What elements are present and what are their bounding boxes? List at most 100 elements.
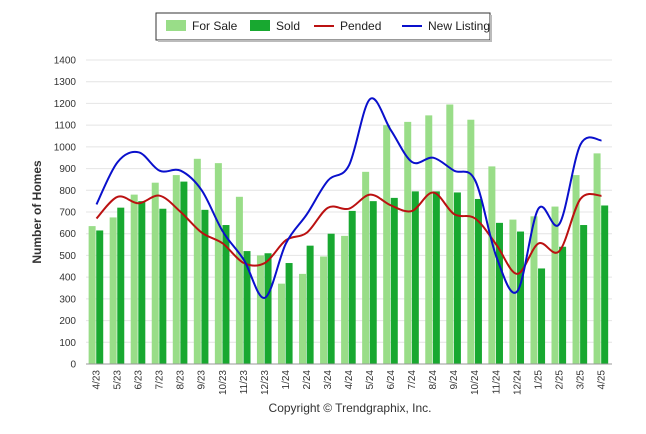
x-tick-label: 1/25 xyxy=(533,370,544,390)
legend-label-for-sale: For Sale xyxy=(192,19,238,33)
bar-for-sale xyxy=(404,121,412,364)
line-pended xyxy=(95,191,602,275)
bar-for-sale xyxy=(341,235,349,364)
line-new-listing xyxy=(95,97,602,299)
legend-label-sold: Sold xyxy=(276,19,300,33)
bar-for-sale xyxy=(383,125,391,365)
x-tick-label: 6/24 xyxy=(386,370,397,390)
bar-sold xyxy=(517,231,525,364)
x-tick-label: 2/25 xyxy=(554,370,565,390)
bar-sold xyxy=(306,245,314,364)
bar-sold xyxy=(222,225,230,364)
bar-for-sale xyxy=(446,104,454,364)
y-tick-label: 800 xyxy=(59,186,76,197)
bar-sold xyxy=(96,230,104,364)
bar-sold xyxy=(432,191,440,364)
bar-for-sale xyxy=(551,206,559,364)
x-tick-label: 4/24 xyxy=(344,370,355,390)
y-tick-label: 900 xyxy=(59,164,76,175)
bar-for-sale xyxy=(172,175,180,364)
bar-sold xyxy=(117,207,125,364)
bar-sold xyxy=(474,198,482,364)
x-tick-label: 3/25 xyxy=(575,370,586,390)
y-tick-label: 0 xyxy=(70,360,76,371)
x-tick-label: 8/24 xyxy=(428,370,439,390)
x-tick-label: 9/24 xyxy=(449,370,460,390)
x-tick-label: 4/25 xyxy=(597,370,608,390)
y-tick-label: 700 xyxy=(59,208,76,219)
bar-for-sale xyxy=(235,196,243,364)
legend: For Sale Sold Pended New Listing xyxy=(155,12,492,42)
x-axis-ticks: 4/23 5/23 6/23 7/23 8/23 9/23 10/23 11/23 12/23 1… xyxy=(92,370,608,395)
bar-sold xyxy=(201,209,209,364)
y-tick-label: 1000 xyxy=(54,142,77,153)
bar-sold xyxy=(327,233,335,364)
bar-for-sale xyxy=(151,182,159,364)
bar-for-sale xyxy=(467,119,475,364)
bar-for-sale xyxy=(193,158,201,364)
y-tick-label: 1300 xyxy=(54,77,77,88)
y-tick-label: 1200 xyxy=(54,99,77,110)
x-tick-label: 11/24 xyxy=(491,370,502,395)
bar-sold xyxy=(138,201,146,364)
y-tick-label: 400 xyxy=(59,273,76,284)
bar-for-sale xyxy=(488,166,496,364)
legend-label-new-listing: New Listing xyxy=(428,19,490,33)
bar-for-sale xyxy=(425,115,433,364)
legend-swatch-for-sale xyxy=(166,20,186,31)
x-tick-label: 6/23 xyxy=(134,370,145,390)
bar-sold xyxy=(495,222,503,364)
bar-for-sale xyxy=(277,283,285,364)
bar-for-sale xyxy=(362,171,370,364)
x-tick-label: 7/24 xyxy=(407,370,418,390)
bar-for-sale xyxy=(320,256,328,364)
bar-for-sale xyxy=(109,217,117,364)
x-tick-label: 8/23 xyxy=(176,370,187,390)
bar-for-sale xyxy=(593,153,601,364)
legend-label-pended: Pended xyxy=(340,19,381,33)
bar-sold xyxy=(348,210,356,364)
bar-sold xyxy=(285,263,293,364)
bar-sold xyxy=(453,192,461,364)
x-tick-label: 4/23 xyxy=(92,370,103,390)
copyright-text: Copyright © Trendgraphix, Inc. xyxy=(269,401,432,415)
y-tick-label: 200 xyxy=(59,316,76,327)
x-tick-label: 12/24 xyxy=(512,370,523,395)
bar-sold xyxy=(390,197,398,364)
x-tick-label: 7/23 xyxy=(155,370,166,390)
y-tick-label: 500 xyxy=(59,251,76,262)
x-tick-label: 3/24 xyxy=(323,370,334,390)
legend-box-shadow-bottom xyxy=(158,40,492,42)
legend-swatch-sold xyxy=(250,20,270,31)
bar-sold xyxy=(264,253,272,364)
bar-sold xyxy=(180,181,188,364)
bar-for-sale xyxy=(299,273,307,364)
bar-sold xyxy=(159,208,167,364)
y-tick-label: 1100 xyxy=(54,121,76,132)
x-tick-label: 5/24 xyxy=(365,370,376,390)
y-tick-label: 300 xyxy=(59,294,76,305)
bar-for-sale xyxy=(130,194,138,364)
bar-for-sale xyxy=(256,255,264,364)
y-tick-label: 100 xyxy=(59,338,76,349)
bar-sold xyxy=(580,225,588,364)
y-axis-ticks: 0 100 200 300 400 500 600 700 800 900 1000 1100 1200… xyxy=(54,56,77,371)
x-tick-label: 9/23 xyxy=(197,370,208,390)
bar-for-sale xyxy=(88,226,96,364)
x-tick-label: 12/23 xyxy=(260,370,271,395)
bar-sold xyxy=(601,205,609,364)
x-tick-label: 1/24 xyxy=(281,370,292,390)
bar-sold xyxy=(369,201,377,364)
x-tick-label: 5/23 xyxy=(113,370,124,390)
x-tick-label: 2/24 xyxy=(302,370,313,390)
bars xyxy=(88,104,609,365)
y-axis-label: Number of Homes xyxy=(30,160,44,264)
bar-sold xyxy=(559,246,567,364)
bar-sold xyxy=(411,191,419,364)
bar-for-sale xyxy=(214,163,222,364)
legend-box-shadow xyxy=(490,15,492,42)
y-tick-label: 600 xyxy=(59,229,76,240)
series-lines xyxy=(95,97,602,299)
bar-for-sale xyxy=(530,216,538,364)
